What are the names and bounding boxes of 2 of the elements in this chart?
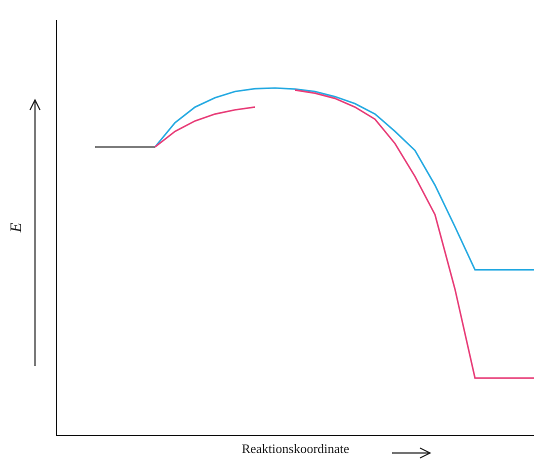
x-axis-title: Reaktionskoordinate xyxy=(242,441,350,456)
y-axis-title: E xyxy=(8,222,25,234)
